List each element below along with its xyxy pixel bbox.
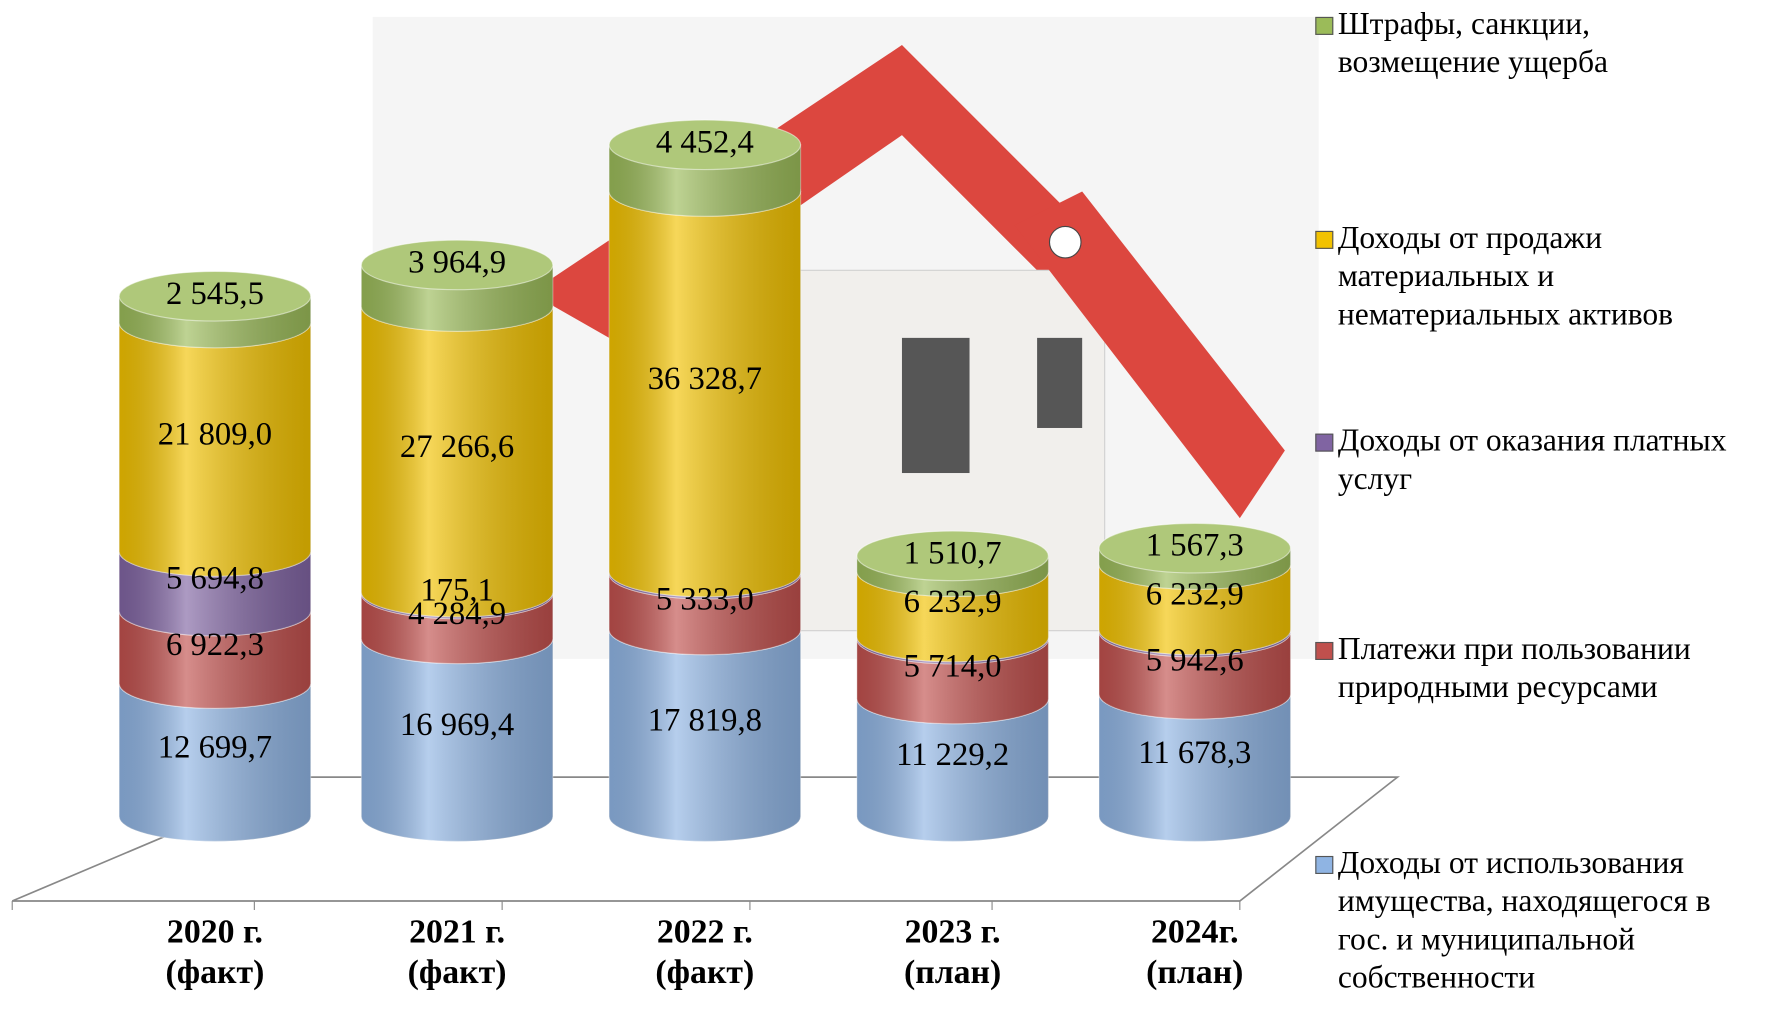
- value-label: 11 229,2: [896, 737, 1009, 773]
- segment-cap: [360, 239, 554, 291]
- value-label: 36 328,7: [648, 361, 762, 397]
- x-tick-label: 2024г. (план): [1146, 913, 1244, 992]
- value-label: 5 942,6: [1146, 643, 1244, 679]
- x-tick: 2024г. (план): [1146, 913, 1244, 992]
- legend-item: Доходы от продажи материальных и нематер…: [1313, 220, 1754, 335]
- x-tick-label: 2023 г. (план): [903, 913, 1002, 992]
- value-label: 5 714,0: [904, 648, 1002, 684]
- value-label: 21 809,0: [158, 417, 272, 453]
- segment-cap-shade: [856, 531, 1049, 581]
- legend-item: Доходы от использования имущества, наход…: [1313, 845, 1754, 998]
- segment-shade: [856, 571, 1049, 662]
- value-label: 27 266,6: [400, 429, 514, 465]
- x-tick-label: 2021 г. (факт): [407, 913, 507, 992]
- value-label: 16 969,4: [400, 707, 514, 743]
- value-label: 12 699,7: [158, 730, 272, 766]
- legend-marker: [1315, 855, 1334, 874]
- legend-label: Доходы от оказания платных услуг: [1337, 423, 1727, 497]
- segment-cap-shade: [361, 240, 553, 290]
- legend-item: Штрафы, санкции, возмещение ущерба: [1313, 6, 1754, 83]
- value-label: 5 333,0: [656, 581, 754, 617]
- x-tick: 2021 г. (факт): [407, 913, 507, 992]
- legend-label: Платежи при пользовании природными ресур…: [1337, 631, 1691, 706]
- legend-item: Платежи при пользовании природными ресур…: [1313, 631, 1754, 708]
- x-tick-label: 2020 г. (факт): [165, 913, 265, 992]
- segment-cap-shade: [609, 120, 801, 170]
- legend-label: Доходы от продажи материальных и нематер…: [1337, 220, 1674, 333]
- segment-shade: [856, 698, 1049, 842]
- segment-shade: [1099, 694, 1291, 842]
- segment-cap: [1098, 522, 1292, 574]
- segment-cap: [118, 270, 312, 322]
- value-label: 11 678,3: [1138, 735, 1251, 771]
- segment-cap-shade: [1099, 523, 1291, 573]
- x-tick: 2023 г. (план): [903, 913, 1002, 992]
- value-label: 4 284,9: [408, 596, 506, 632]
- x-tick: 2020 г. (факт): [165, 913, 265, 992]
- legend-label: Штрафы, санкции, возмещение ущерба: [1337, 6, 1608, 80]
- value-label: 1 567,3: [1146, 528, 1244, 564]
- value-label: 175,1: [420, 572, 493, 608]
- value-label: 3 964,9: [408, 244, 506, 280]
- segment-shade: [1099, 564, 1291, 655]
- value-label: 2 545,5: [166, 276, 264, 312]
- value-label: 17 819,8: [648, 703, 762, 739]
- value-label: 6 232,9: [1146, 577, 1244, 613]
- segment-shade: [609, 629, 801, 842]
- value-label: 5 694,8: [166, 561, 264, 597]
- legend-marker: [1315, 433, 1334, 452]
- segment-cap-shade: [119, 271, 311, 322]
- legend-label: Доходы от использования имущества, наход…: [1337, 845, 1711, 996]
- segment-shade: [119, 611, 311, 709]
- legend-marker: [1315, 16, 1334, 35]
- legend-marker: [1315, 230, 1334, 249]
- segment-cap: [856, 530, 1049, 582]
- value-label: 1 510,7: [904, 535, 1002, 571]
- x-tick-label: 2022 г. (факт): [655, 913, 755, 992]
- value-label: 4 452,4: [656, 124, 754, 160]
- segment-shade: [119, 322, 311, 577]
- x-tick: 2022 г. (факт): [655, 913, 755, 992]
- segment-shade: [361, 638, 553, 842]
- legend-item: Доходы от оказания платных услуг: [1313, 422, 1754, 499]
- legend-marker: [1315, 641, 1334, 660]
- segment-shade: [609, 191, 801, 597]
- segment-cap: [608, 119, 802, 171]
- segment-shade: [361, 306, 553, 617]
- value-label: 6 922,3: [166, 627, 264, 663]
- segment-shade: [119, 683, 311, 842]
- legend: Штрафы, санкции, возмещение ущерба Доходы…: [1313, 6, 1754, 998]
- value-label: 6 232,9: [904, 584, 1002, 620]
